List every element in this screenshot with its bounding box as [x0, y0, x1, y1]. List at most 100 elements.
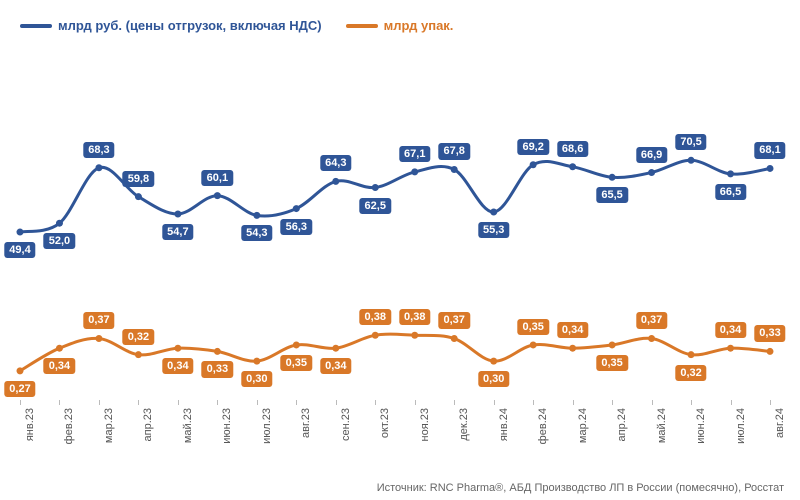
legend-label-pack: млрд упак. [384, 18, 454, 33]
x-tick: июл.23 [261, 408, 273, 444]
marker-rub [767, 165, 774, 172]
marker-pack [372, 332, 379, 339]
data-label-rub: 49,4 [4, 242, 35, 258]
marker-pack [17, 367, 24, 374]
data-label-rub: 59,8 [123, 171, 154, 187]
data-label-pack: 0,33 [202, 361, 233, 377]
x-tick-mark [217, 400, 218, 405]
x-tick-mark [494, 400, 495, 405]
x-tick: ноя.23 [419, 408, 431, 441]
marker-pack [214, 348, 221, 355]
data-label-pack: 0,37 [438, 312, 469, 328]
marker-pack [253, 358, 260, 365]
data-label-rub: 65,5 [596, 187, 627, 203]
marker-pack [293, 341, 300, 348]
marker-pack [530, 341, 537, 348]
data-label-rub: 68,6 [557, 141, 588, 157]
plot-svg [20, 60, 780, 400]
x-tick-mark [59, 400, 60, 405]
x-axis: янв.23фев.23мар.23апр.23май.23июн.23июл.… [20, 400, 780, 460]
marker-rub [530, 161, 537, 168]
marker-rub [648, 169, 655, 176]
plot-area: 49,452,068,359,854,760,154,356,364,362,5… [20, 60, 780, 400]
x-tick-mark [612, 400, 613, 405]
legend-item-pack: млрд упак. [346, 18, 454, 33]
data-label-rub: 67,1 [399, 146, 430, 162]
legend-swatch-pack [346, 24, 378, 28]
x-tick: авг.23 [300, 408, 312, 438]
marker-pack [135, 351, 142, 358]
x-tick-mark [415, 400, 416, 405]
marker-pack [490, 358, 497, 365]
marker-rub [411, 168, 418, 175]
data-label-pack: 0,37 [83, 312, 114, 328]
marker-pack [569, 345, 576, 352]
x-tick: сен.23 [340, 408, 352, 441]
source-text: Источник: RNC Pharma®, АБД Производство … [377, 482, 784, 494]
x-tick-mark [375, 400, 376, 405]
data-label-rub: 69,2 [517, 139, 548, 155]
marker-pack [174, 345, 181, 352]
data-label-pack: 0,35 [517, 319, 548, 335]
data-label-pack: 0,37 [636, 312, 667, 328]
data-label-pack: 0,30 [241, 371, 272, 387]
data-label-rub: 66,9 [636, 146, 667, 162]
data-label-pack: 0,34 [557, 322, 588, 338]
x-tick-mark [652, 400, 653, 405]
legend-swatch-rub [20, 24, 52, 28]
marker-pack [411, 332, 418, 339]
data-label-rub: 54,7 [162, 224, 193, 240]
data-label-rub: 54,3 [241, 225, 272, 241]
x-tick: июн.24 [695, 408, 707, 444]
data-label-rub: 68,3 [83, 142, 114, 158]
x-tick: май.23 [182, 408, 194, 443]
data-label-rub: 56,3 [281, 219, 312, 235]
x-tick: май.24 [656, 408, 668, 443]
marker-pack [95, 335, 102, 342]
marker-pack [688, 351, 695, 358]
x-tick: апр.23 [142, 408, 154, 441]
x-tick-mark [257, 400, 258, 405]
data-label-pack: 0,32 [123, 329, 154, 345]
data-label-rub: 67,8 [438, 143, 469, 159]
x-tick: апр.24 [616, 408, 628, 441]
marker-rub [688, 157, 695, 164]
data-label-pack: 0,34 [715, 322, 746, 338]
data-label-rub: 62,5 [360, 197, 391, 213]
x-tick: мар.23 [103, 408, 115, 443]
data-label-rub: 68,1 [754, 142, 785, 158]
chart-container: млрд руб. (цены отгрузок, включая НДС) м… [0, 0, 800, 500]
data-label-rub: 52,0 [44, 233, 75, 249]
x-tick: июл.24 [735, 408, 747, 444]
x-tick: янв.24 [498, 408, 510, 441]
x-tick-mark [296, 400, 297, 405]
marker-rub [17, 229, 24, 236]
data-label-pack: 0,35 [281, 355, 312, 371]
x-tick-mark [691, 400, 692, 405]
x-tick-mark [178, 400, 179, 405]
x-tick-mark [731, 400, 732, 405]
legend: млрд руб. (цены отгрузок, включая НДС) м… [20, 18, 453, 33]
data-label-rub: 66,5 [715, 184, 746, 200]
x-tick: янв.23 [24, 408, 36, 441]
marker-rub [135, 193, 142, 200]
x-tick-mark [20, 400, 21, 405]
x-tick: дек.23 [458, 408, 470, 441]
x-tick-mark [454, 400, 455, 405]
data-label-rub: 60,1 [202, 170, 233, 186]
data-label-pack: 0,38 [399, 309, 430, 325]
legend-label-rub: млрд руб. (цены отгрузок, включая НДС) [58, 18, 322, 33]
data-label-pack: 0,32 [675, 365, 706, 381]
data-label-pack: 0,38 [360, 309, 391, 325]
marker-rub [490, 208, 497, 215]
x-tick: окт.23 [379, 408, 391, 438]
x-tick: июн.23 [221, 408, 233, 444]
x-tick-mark [573, 400, 574, 405]
data-label-pack: 0,30 [478, 371, 509, 387]
x-tick-mark [138, 400, 139, 405]
x-tick: мар.24 [577, 408, 589, 443]
marker-pack [727, 345, 734, 352]
x-tick-mark [336, 400, 337, 405]
x-tick-mark [770, 400, 771, 405]
x-tick: авг.24 [774, 408, 786, 438]
